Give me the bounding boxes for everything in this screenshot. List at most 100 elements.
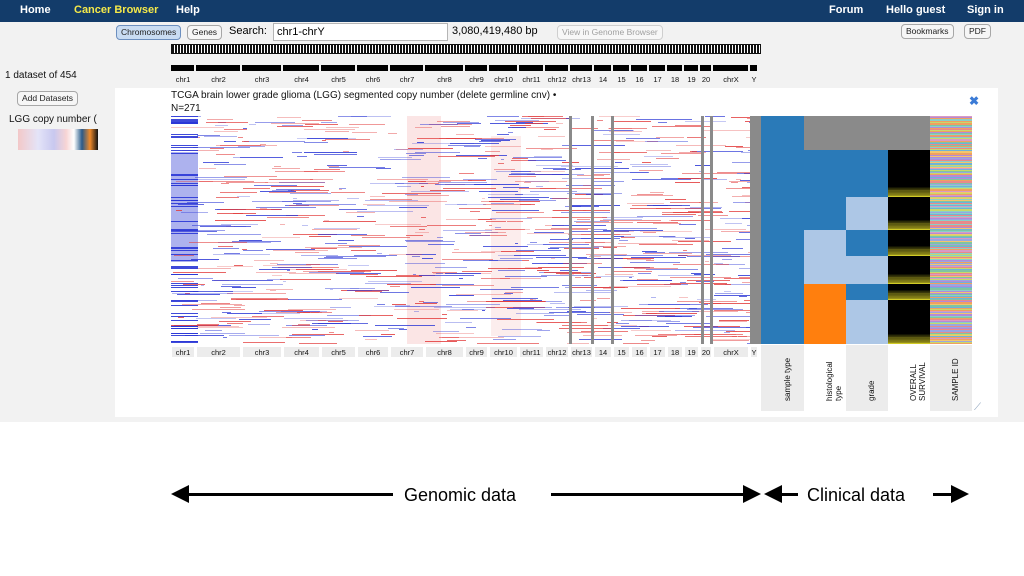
chromosome-label-top[interactable]: chr3: [254, 75, 270, 84]
chromosome-label-top[interactable]: chr11: [522, 75, 541, 84]
chromosome-label-top[interactable]: 16: [635, 75, 644, 84]
chromosome-label-bottom[interactable]: 16: [635, 348, 644, 357]
nav-home-link[interactable]: Home: [20, 4, 51, 16]
chromosome-label-bottom[interactable]: chr1: [175, 348, 191, 357]
chromosome-bar[interactable]: [667, 65, 682, 71]
chromosome-bar[interactable]: [425, 65, 463, 71]
clinical-header-overall-survival[interactable]: OVERALL SURVIVAL: [888, 345, 930, 411]
chromosome-label-top[interactable]: chr7: [399, 75, 415, 84]
chromosome-label-top[interactable]: chr12: [547, 75, 567, 84]
chromosome-label-bottom[interactable]: chr7: [399, 348, 415, 357]
chromosome-bar[interactable]: [613, 65, 629, 71]
chromosome-bar[interactable]: [631, 65, 647, 71]
clinical-column-sample-id[interactable]: [930, 116, 972, 344]
chromosome-bar[interactable]: [465, 65, 487, 71]
chromosome-label-top[interactable]: 19: [687, 75, 696, 84]
chromosome-bar[interactable]: [700, 65, 711, 71]
chromosome-label-top[interactable]: chr5: [331, 75, 346, 84]
chromosome-label-top[interactable]: chr13: [572, 75, 591, 84]
chromosome-label-top[interactable]: 20: [701, 75, 711, 84]
chromosome-label-bottom[interactable]: chr13: [572, 348, 591, 357]
chromosome-label-bottom[interactable]: chr5: [331, 348, 346, 357]
chromosome-label-bottom[interactable]: chr4: [294, 348, 309, 357]
chromosome-label-top[interactable]: chrX: [723, 75, 739, 84]
clinical-column-grade[interactable]: [846, 116, 888, 344]
chromosome-bar[interactable]: [242, 65, 281, 71]
genes-toggle-button[interactable]: Genes: [187, 25, 223, 40]
clinical-header-sample-id[interactable]: SAMPLE ID: [930, 345, 972, 411]
chromosome-label-bottom[interactable]: 17: [653, 348, 662, 357]
chromosome-label-top[interactable]: chr1: [175, 75, 191, 84]
chromosome-label-bottom[interactable]: 15: [617, 348, 626, 357]
chromosome-bar[interactable]: [357, 65, 388, 71]
chromosomes-toggle-button[interactable]: Chromosomes: [116, 25, 182, 40]
close-icon[interactable]: ✖: [969, 94, 980, 108]
dataset-name[interactable]: LGG copy number (: [9, 114, 97, 125]
clinical-column-overall-survival[interactable]: [888, 116, 930, 344]
nav-forum-link[interactable]: Forum: [829, 4, 864, 16]
resize-handle-icon[interactable]: ⟋: [974, 402, 981, 413]
chromosome-label-top[interactable]: chr8: [437, 75, 452, 84]
nav-sign-in-link[interactable]: Sign in: [967, 4, 1004, 16]
chromosome-bar[interactable]: [390, 65, 423, 71]
chromosome-label-bottom[interactable]: chr2: [211, 348, 226, 357]
chromosome-label-bottom[interactable]: chr6: [365, 348, 381, 357]
chromosome-label-top[interactable]: 14: [598, 75, 608, 84]
chromosome-label-top[interactable]: chr9: [469, 75, 484, 84]
clinical-header-grade[interactable]: grade: [846, 345, 888, 411]
chromosome-bar[interactable]: [545, 65, 568, 71]
chromosome-label-bottom[interactable]: chrX: [723, 348, 739, 357]
clinical-header-sample-type[interactable]: sample type: [761, 345, 804, 411]
chromosome-bar[interactable]: [684, 65, 698, 71]
bookmarks-button[interactable]: Bookmarks: [901, 24, 954, 39]
chromosome-bar[interactable]: [570, 65, 592, 71]
chromosome-ideogram[interactable]: [171, 44, 761, 54]
view-genome-browser-button[interactable]: View in Genome Browser: [557, 25, 663, 40]
chromosome-label-bottom[interactable]: Y: [751, 348, 757, 357]
chromosome-bar[interactable]: [321, 65, 355, 71]
clinical-header-histological-type[interactable]: histological type: [804, 345, 846, 411]
chromosome-label-bottom[interactable]: chr12: [547, 348, 567, 357]
chromosome-bar[interactable]: [519, 65, 543, 71]
pdf-button[interactable]: PDF: [964, 24, 991, 39]
chromosome-label-top[interactable]: chr10: [494, 75, 513, 84]
app-area: Chromosomes Genes Search: 3,080,419,480 …: [0, 22, 1024, 422]
chromosome-label-top[interactable]: chr6: [365, 75, 381, 84]
chromosome-bar[interactable]: [750, 65, 757, 71]
chromosome-label-top[interactable]: 17: [653, 75, 662, 84]
chromosome-label-bottom[interactable]: chr3: [254, 348, 270, 357]
chromosome-label-top[interactable]: 15: [617, 75, 626, 84]
chromosome-label-bottom-bg: [595, 347, 611, 357]
chromosome-bar[interactable]: [489, 65, 517, 71]
search-input[interactable]: [273, 23, 448, 41]
genomic-arrow-left-head: [171, 485, 189, 503]
chromosome-bar[interactable]: [594, 65, 611, 71]
chromosome-label-top[interactable]: chr4: [294, 75, 309, 84]
chromosome-label-bottom[interactable]: chr11: [522, 348, 541, 357]
chromosome-bar[interactable]: [283, 65, 319, 71]
sample-type-primary-block: [761, 116, 804, 344]
chromosome-label-bottom[interactable]: chr9: [469, 348, 484, 357]
nav-user-greeting[interactable]: Hello guest: [886, 4, 946, 16]
chromosome-bar[interactable]: [171, 65, 194, 71]
chromosome-label-bottom[interactable]: 18: [670, 348, 680, 357]
chromosome-label-top[interactable]: 18: [670, 75, 680, 84]
nav-brand-link[interactable]: Cancer Browser: [74, 4, 159, 16]
chromosome-label-top[interactable]: chr2: [211, 75, 226, 84]
chromosome-label-bottom[interactable]: 19: [687, 348, 696, 357]
chromosome-label-bottom[interactable]: 20: [701, 348, 711, 357]
chromosome-label-top[interactable]: Y: [751, 75, 757, 84]
clinical-column-histological-type[interactable]: [804, 116, 846, 344]
clinical-column-sample-type[interactable]: [761, 116, 804, 344]
genomic-heatmap[interactable]: [171, 116, 761, 344]
nav-help-link[interactable]: Help: [176, 4, 200, 16]
chromosome-label-bottom-bg: [685, 347, 698, 357]
chromosome-label-bottom[interactable]: chr10: [494, 348, 513, 357]
chromosome-bar[interactable]: [649, 65, 665, 71]
chromosome-label-bottom[interactable]: 14: [598, 348, 608, 357]
dataset-thumbnail[interactable]: [18, 129, 98, 150]
add-datasets-button[interactable]: Add Datasets: [17, 91, 79, 106]
chromosome-bar[interactable]: [713, 65, 748, 71]
chromosome-bar[interactable]: [196, 65, 240, 71]
chromosome-label-bottom[interactable]: chr8: [437, 348, 452, 357]
